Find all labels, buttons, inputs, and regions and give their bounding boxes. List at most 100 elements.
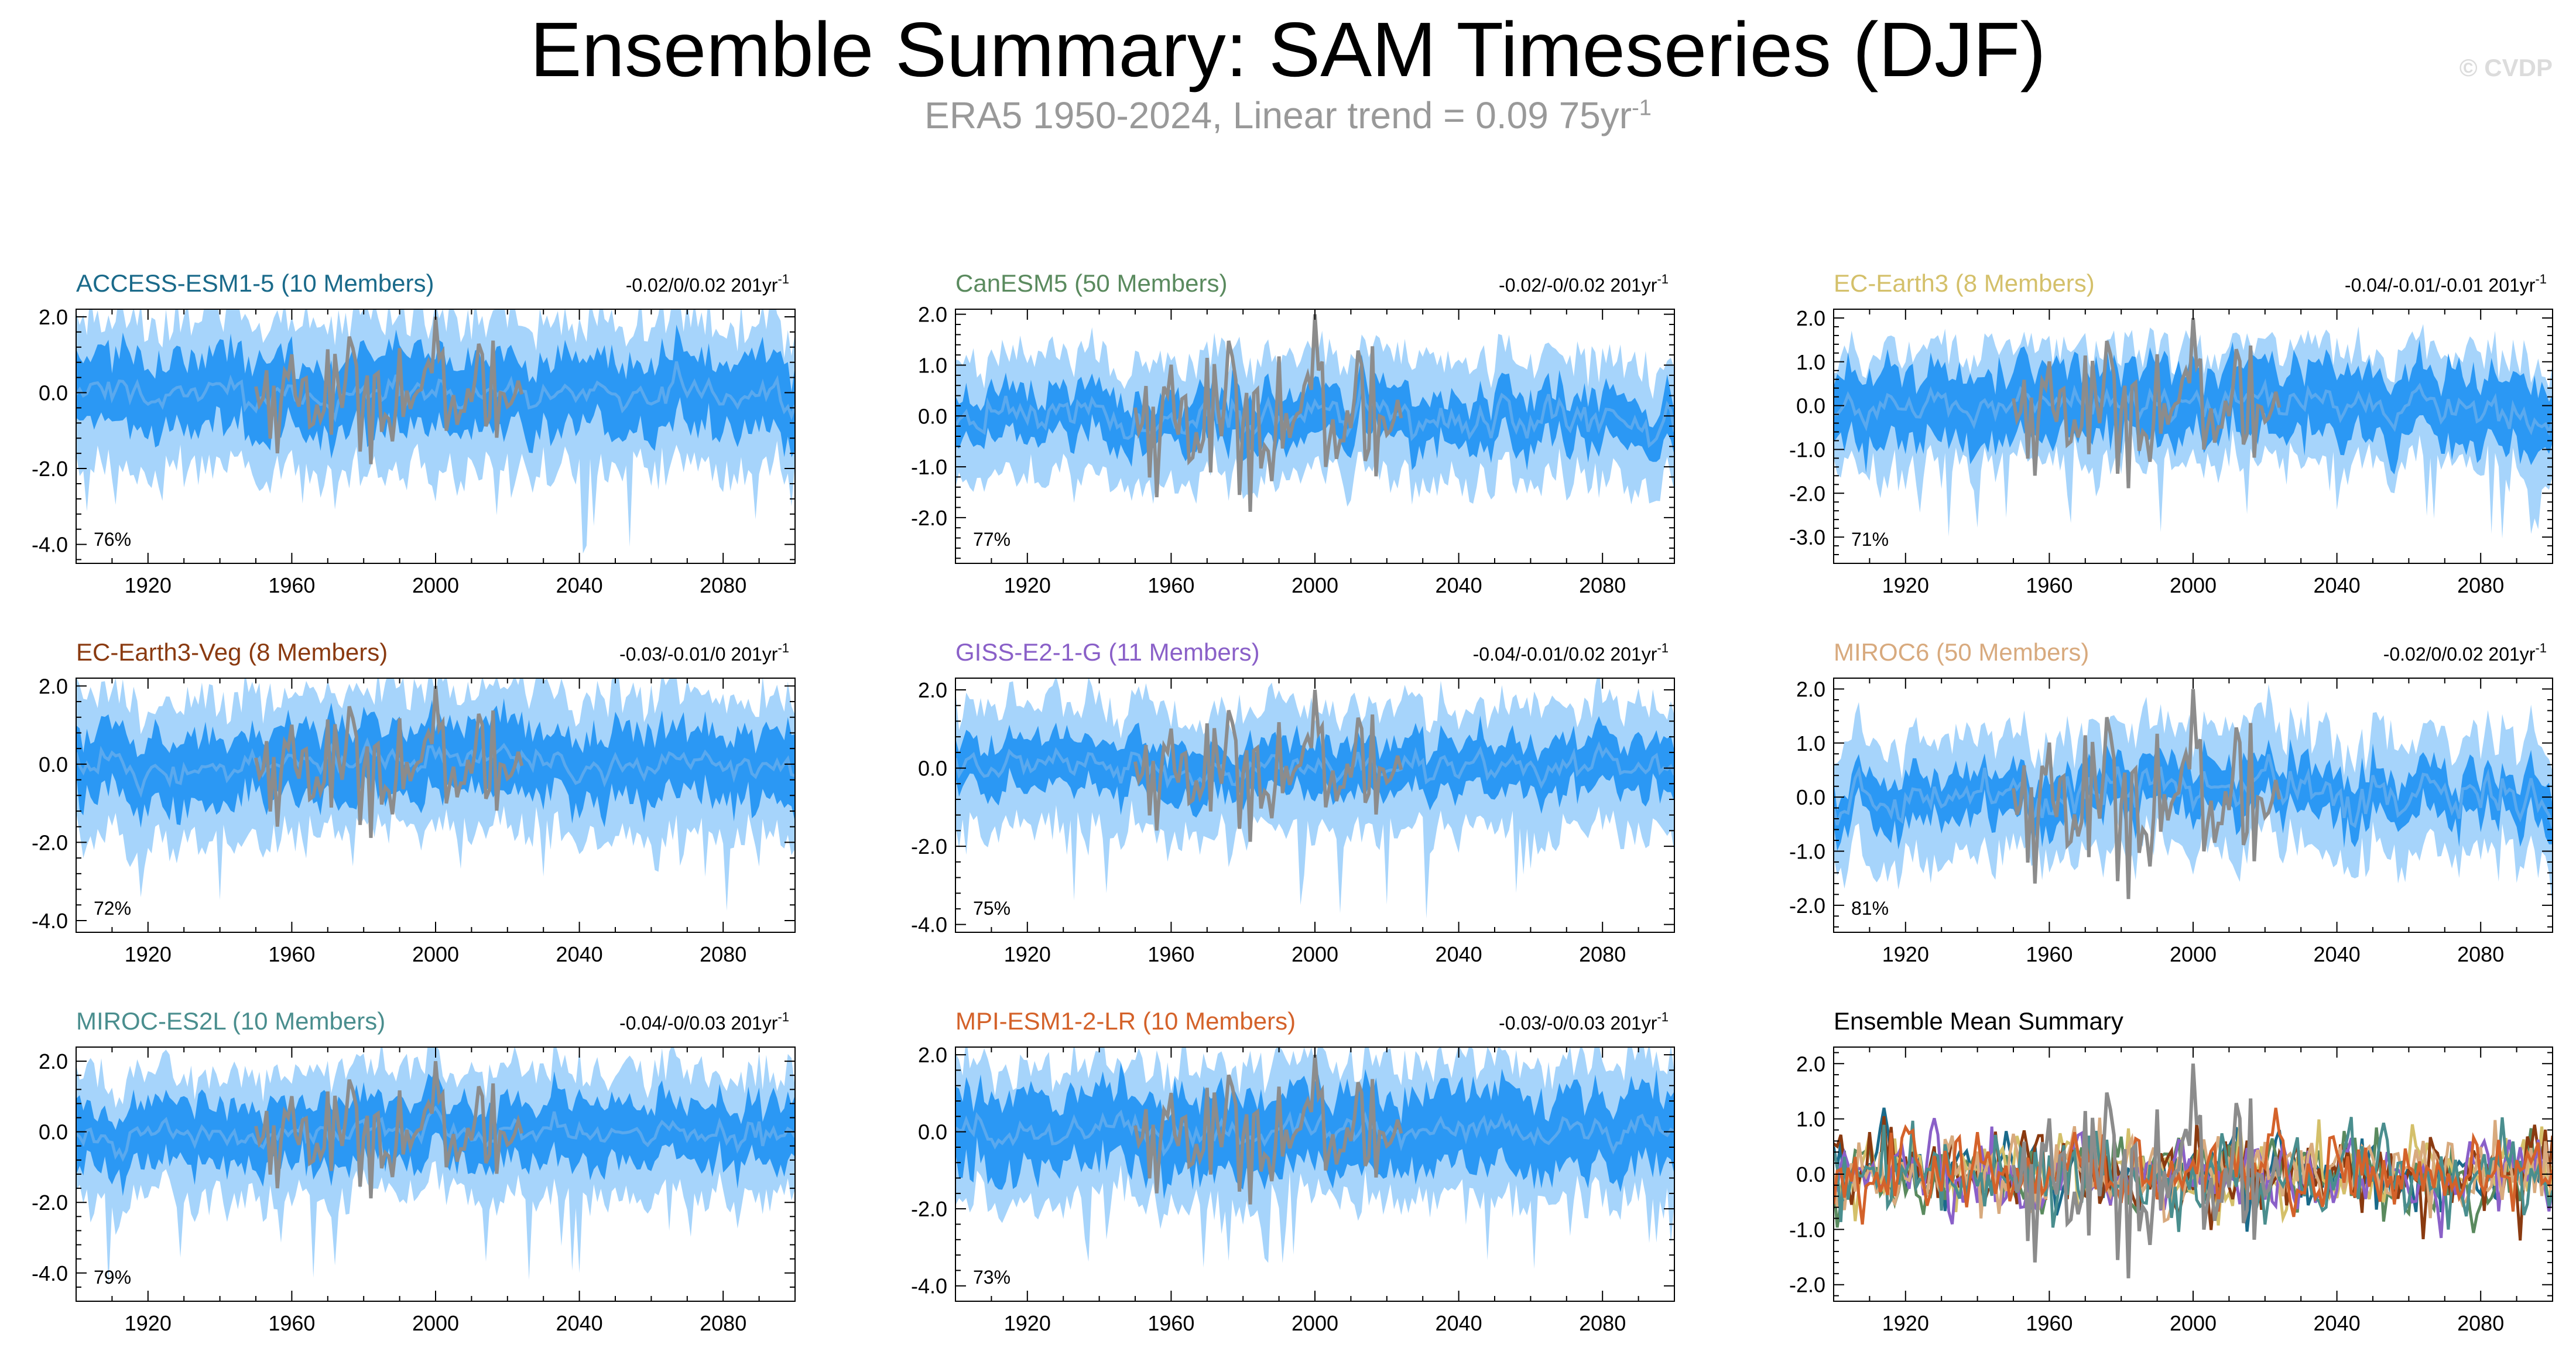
x-tick-label: 1960 [2026, 1311, 2073, 1335]
y-tick-label: -4.0 [32, 533, 68, 557]
x-tick-label: 1920 [125, 942, 172, 966]
observations-line [1133, 689, 1403, 842]
plot-area [76, 1047, 795, 1287]
observations-line [254, 1061, 524, 1199]
y-tick-label: -1.0 [911, 455, 947, 479]
x-tick-label: 2080 [1579, 573, 1626, 597]
x-tick-label: 2080 [1579, 942, 1626, 966]
x-tick-label: 1920 [1882, 1311, 1929, 1335]
panel-title: EC-Earth3 (8 Members) [1834, 269, 2095, 297]
y-tick-label: 2.0 [1796, 1052, 1825, 1076]
panel-title: MIROC-ES2L (10 Members) [76, 1007, 385, 1035]
plot-area [76, 309, 795, 554]
panel-9: 1920 1960 2000 2040 2080 2.0 1.0 0.0 -1.0 -2.0 Ens… [1789, 1007, 2553, 1335]
x-tick-label: 2000 [412, 573, 459, 597]
observations-line [2012, 317, 2282, 488]
subtitle-text: ERA5 1950-2024, Linear trend = 0.09 75yr [924, 94, 1632, 136]
y-tick-label: 2.0 [39, 305, 68, 329]
ensemble-mean-line [76, 1105, 795, 1162]
observations-line [1133, 314, 1403, 512]
observations-line [254, 316, 524, 464]
y-tick-label: -2.0 [1789, 481, 1825, 505]
panel-percent: 77% [973, 529, 1010, 550]
plot-area [76, 678, 795, 911]
panel-4: 1920 1960 2000 2040 2080 2.0 0.0 -2.0 -4.0 EC-Ear… [32, 638, 796, 966]
observations-line [254, 686, 524, 838]
y-tick-label: -4.0 [32, 1261, 68, 1285]
y-tick-label: 0.0 [918, 1120, 947, 1144]
plot-area [955, 314, 1674, 512]
panel-trend: -0.04/-0.01/-0.01 201yr-1 [2345, 272, 2547, 296]
ensemble-inner-band [1834, 738, 2553, 851]
ensemble-mean-line [76, 737, 795, 798]
y-tick-label: -1.0 [1789, 1217, 1825, 1242]
cvdp-credit: © CVDP [2459, 54, 2553, 81]
x-tick-label: 1920 [1882, 942, 1929, 966]
x-tick-label: 2040 [1436, 942, 1482, 966]
x-tick-label: 1960 [1147, 573, 1194, 597]
y-tick-label: -3.0 [1789, 525, 1825, 549]
x-tick-label: 1960 [1147, 1311, 1194, 1335]
y-tick-label: 0.0 [39, 753, 68, 777]
panel-percent: 75% [973, 898, 1010, 919]
panel-title: ACCESS-ESM1-5 (10 Members) [76, 269, 434, 297]
y-tick-label: 1.0 [918, 353, 947, 377]
x-tick-label: 2040 [556, 1311, 603, 1335]
x-tick-label: 2080 [2457, 573, 2504, 597]
y-tick-label: 1.0 [1796, 731, 1825, 755]
ensemble-inner-band [955, 354, 1674, 471]
x-tick-label: 1960 [2026, 573, 2073, 597]
x-tick-label: 2080 [700, 942, 746, 966]
x-tick-label: 2000 [2170, 573, 2217, 597]
panel-trend: -0.04/-0/0.03 201yr-1 [619, 1010, 789, 1034]
x-tick-label: 2000 [2170, 942, 2217, 966]
subtitle-exponent: -1 [1632, 95, 1652, 121]
plot-area [955, 1047, 1674, 1269]
x-tick-label: 2080 [700, 1311, 746, 1335]
y-tick-label: 0.0 [39, 381, 68, 405]
panel-percent: 81% [1851, 898, 1889, 919]
panel-title: MPI-ESM1-2-LR (10 Members) [955, 1007, 1296, 1035]
panel-trend: -0.04/-0.01/0.02 201yr-1 [1473, 641, 1669, 665]
x-tick-label: 1960 [268, 1311, 315, 1335]
x-tick-label: 2040 [1436, 1311, 1482, 1335]
y-tick-label: -2.0 [32, 457, 68, 481]
x-tick-label: 2040 [556, 942, 603, 966]
panel-percent: 76% [94, 529, 131, 550]
x-tick-label: 2040 [1436, 573, 1482, 597]
x-tick-label: 2040 [2314, 942, 2361, 966]
y-tick-label: -2.0 [911, 1197, 947, 1221]
x-tick-label: 2000 [1292, 942, 1338, 966]
figure-subtitle: ERA5 1950-2024, Linear trend = 0.09 75yr… [0, 94, 2576, 137]
y-tick-label: 0.0 [1796, 785, 1825, 809]
x-tick-label: 1960 [2026, 942, 2073, 966]
series-line-MPI-ESM1-2-LR [1834, 1107, 2553, 1225]
ensemble-mean-line [76, 361, 795, 423]
panel-5: 1920 1960 2000 2040 2080 2.0 0.0 -2.0 -4.0 GISS-E… [911, 638, 1675, 966]
y-tick-label: 2.0 [1796, 677, 1825, 701]
y-tick-label: -2.0 [911, 506, 947, 530]
observations-line [2012, 689, 2282, 900]
panel-percent: 73% [973, 1267, 1010, 1288]
ensemble-mean-line [955, 741, 1674, 789]
panel-trend: -0.02/0/0.02 201yr-1 [626, 272, 789, 296]
y-tick-label: -2.0 [32, 830, 68, 854]
x-tick-label: 2000 [1292, 1311, 1338, 1335]
panel-title: GISS-E2-1-G (11 Members) [955, 638, 1260, 666]
y-tick-label: 1.0 [1796, 350, 1825, 374]
y-tick-label: -2.0 [32, 1191, 68, 1215]
panel-8: 1920 1960 2000 2040 2080 2.0 0.0 -2.0 -4.0 MPI-ES… [911, 1007, 1675, 1335]
observations-line [1133, 1054, 1403, 1205]
y-tick-label: 0.0 [1796, 394, 1825, 418]
y-tick-label: 2.0 [1796, 306, 1825, 330]
x-tick-label: 2000 [2170, 1311, 2217, 1335]
y-tick-label: -2.0 [1789, 1273, 1825, 1297]
x-tick-label: 1920 [1004, 1311, 1051, 1335]
plot-area [1834, 684, 2553, 908]
y-tick-label: 0.0 [918, 757, 947, 781]
ensemble-mean-line [955, 379, 1674, 449]
panel-percent: 72% [94, 898, 131, 919]
panel-2: 1920 1960 2000 2040 2080 2.0 1.0 0.0 -1.0 -2.0 Can… [911, 269, 1675, 597]
plot-area [955, 678, 1674, 919]
